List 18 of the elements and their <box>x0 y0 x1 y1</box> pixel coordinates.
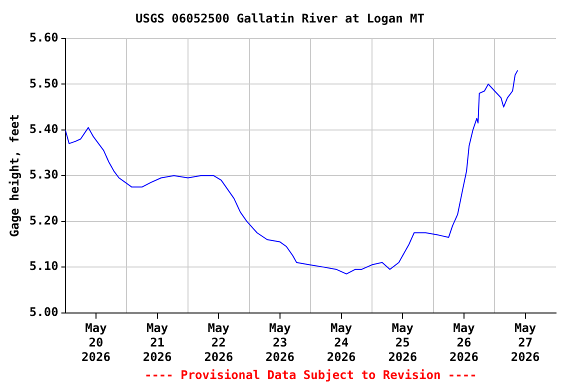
x-tick-label: May 21 2026 <box>142 321 172 364</box>
y-tick-label: 5.40 <box>29 122 58 136</box>
y-tick-label: 5.20 <box>29 213 58 228</box>
x-tick-label: May 25 2026 <box>388 321 418 364</box>
y-tick-label: 5.30 <box>29 168 58 182</box>
x-tick-label: May 24 2026 <box>326 321 356 364</box>
x-tick-label: May 27 2026 <box>510 321 540 364</box>
x-tick-label: May 26 2026 <box>450 321 478 364</box>
x-tick-label: May 23 2026 <box>266 321 294 364</box>
y-tick-label: 5.10 <box>29 259 58 274</box>
x-tick-label: May 22 2026 <box>204 321 234 364</box>
y-axis-title: Gage height, feet <box>7 114 22 238</box>
y-tick-label: 5.50 <box>29 76 58 90</box>
y-tick-label: 5.60 <box>29 30 58 45</box>
x-tick-label: May 20 2026 <box>82 321 110 364</box>
text: ---- Provisional Data Subject to Revision ---- <box>144 368 477 382</box>
y-tick-label: 5.00 <box>29 304 58 319</box>
chart-title: USGS 06052500 Gallatin River at Logan MT <box>136 11 424 26</box>
